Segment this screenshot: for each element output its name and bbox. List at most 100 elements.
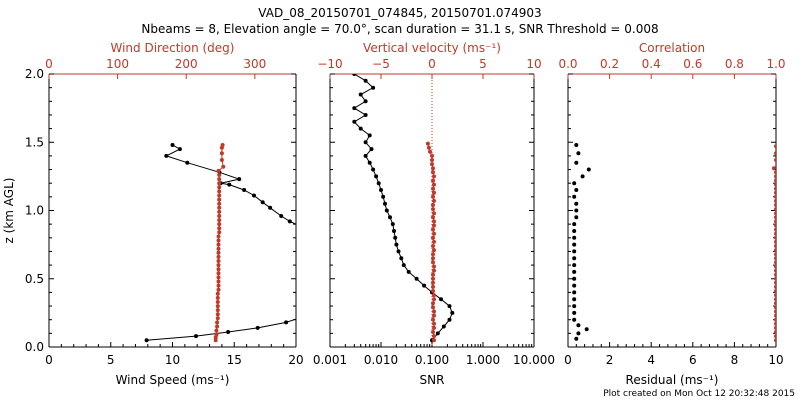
data-point-red	[215, 320, 220, 325]
data-point-red	[431, 256, 435, 261]
data-point-black	[572, 276, 577, 281]
data-point-red	[774, 325, 776, 330]
data-point-black	[572, 290, 577, 295]
data-point-red	[431, 186, 435, 191]
data-point-red	[216, 279, 221, 284]
data-point-red	[774, 297, 776, 302]
data-point-red	[774, 284, 776, 289]
data-point-black	[406, 269, 411, 274]
data-point-red	[431, 301, 435, 306]
data-point-black	[358, 92, 363, 97]
figure-footer: Plot created on Mon Oct 12 20:32:48 2015	[603, 389, 795, 399]
data-point-red	[774, 223, 776, 228]
data-point-red	[774, 252, 776, 257]
data-point-black	[383, 201, 387, 206]
x-axis-label: Wind Speed (ms⁻¹)	[116, 373, 230, 387]
top-tick-label: 1.0	[766, 57, 785, 71]
data-layer	[572, 143, 776, 343]
data-point-red	[216, 246, 221, 251]
data-point-red	[216, 275, 221, 280]
data-point-red	[432, 182, 436, 187]
data-point-black	[379, 188, 383, 192]
series-line-black	[146, 144, 296, 341]
data-point-red	[430, 162, 434, 167]
data-point-red	[216, 242, 221, 247]
data-point-red	[430, 153, 434, 158]
data-point-red	[219, 151, 224, 156]
data-point-red	[774, 289, 776, 293]
data-layer	[352, 74, 455, 343]
data-point-red	[774, 256, 776, 261]
data-point-black	[422, 283, 427, 288]
data-point-black	[414, 276, 419, 281]
data-point-black	[580, 174, 585, 179]
data-point-black	[435, 331, 440, 336]
data-point-black	[572, 317, 577, 322]
data-point-red	[774, 215, 776, 220]
data-point-red	[431, 207, 435, 212]
top-tick-label: 10	[526, 57, 541, 71]
data-point-black	[576, 151, 581, 156]
data-point-red	[432, 293, 436, 298]
data-point-red	[214, 328, 219, 333]
data-point-black	[363, 99, 368, 104]
data-point-red	[431, 203, 435, 207]
x-tick-label: 8	[731, 353, 739, 367]
data-point-black	[144, 338, 149, 343]
data-point-red	[432, 309, 436, 314]
x-tick-label: 4	[647, 353, 655, 367]
data-point-black	[376, 181, 381, 186]
data-point-red	[217, 209, 222, 214]
data-point-black	[260, 200, 265, 205]
data-point-black	[572, 263, 577, 268]
data-point-black	[576, 331, 581, 336]
data-point-red	[215, 324, 220, 329]
data-point-red	[774, 260, 776, 265]
data-point-red	[774, 301, 776, 306]
data-point-red	[213, 338, 218, 343]
data-point-red	[216, 271, 221, 276]
x-tick-label: 0.100	[415, 353, 449, 367]
data-point-red	[774, 248, 776, 253]
data-point-black	[177, 147, 182, 152]
data-point-red	[425, 141, 430, 146]
data-point-black	[369, 147, 374, 152]
data-point-black	[441, 324, 446, 329]
data-point-red	[432, 268, 436, 273]
top-axis-label: Correlation	[639, 41, 705, 55]
data-point-red	[774, 178, 776, 183]
data-point-black	[363, 113, 368, 117]
data-point-red	[774, 330, 776, 334]
data-point-red	[774, 276, 776, 281]
data-point-red	[774, 182, 776, 187]
data-point-black	[371, 167, 376, 172]
panel-residual: 0 2 4 6 8 10 0.0 0.2 0.4 0.6 0.8 1.0 Residual (ms⁻¹)…	[558, 41, 785, 387]
x-tick-label: 20	[288, 353, 303, 367]
data-point-red	[217, 205, 222, 210]
data-point-red	[774, 170, 776, 175]
x-tick-label: 10	[165, 353, 180, 367]
data-point-black	[572, 256, 577, 261]
data-point-red	[217, 226, 222, 231]
data-point-red	[216, 283, 221, 288]
data-point-black	[574, 336, 579, 341]
data-point-red	[431, 166, 435, 171]
data-point-black	[358, 126, 363, 131]
data-point-black	[584, 327, 589, 332]
data-point-red	[217, 177, 222, 182]
data-point-red	[774, 264, 776, 269]
data-point-red	[431, 317, 435, 322]
data-point-black	[572, 297, 577, 302]
data-point-black	[367, 133, 372, 138]
y-tick-label: 0.5	[25, 272, 44, 286]
x-tick-label: 6	[689, 353, 697, 367]
data-point-red	[774, 317, 776, 322]
data-point-black	[185, 160, 190, 165]
data-point-red	[217, 230, 222, 235]
data-point-red	[215, 308, 220, 313]
data-point-red	[219, 158, 224, 162]
x-tick-label: 0	[564, 353, 572, 367]
data-point-red	[431, 170, 435, 175]
